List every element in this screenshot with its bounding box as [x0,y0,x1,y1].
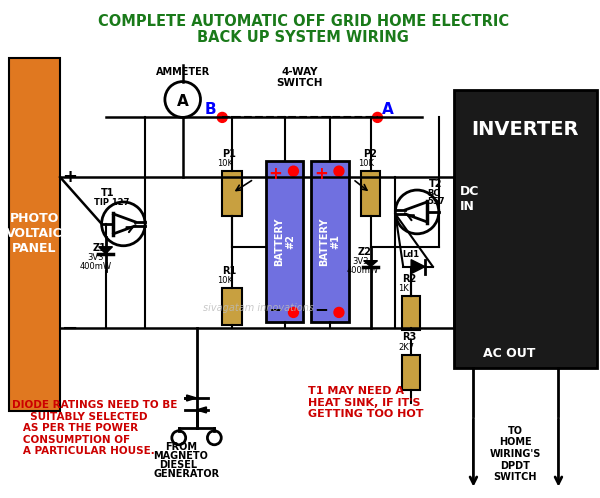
Bar [402,355,420,390]
Text: +: + [62,168,77,186]
Text: P1: P1 [222,149,236,159]
Text: 3V3: 3V3 [88,252,104,261]
Text: +: + [269,165,283,183]
Text: TIP 127: TIP 127 [94,198,129,207]
Polygon shape [187,395,197,401]
Text: PHOTO
VOLTAIC
PANEL: PHOTO VOLTAIC PANEL [6,212,63,255]
Text: GENERATOR: GENERATOR [153,469,219,479]
Circle shape [334,307,344,317]
Text: AMMETER: AMMETER [155,67,210,77]
Text: 4-WAY
SWITCH: 4-WAY SWITCH [276,67,323,89]
Text: T1 MAY NEED A
HEAT SINK, IF IT'S
GETTING TOO HOT: T1 MAY NEED A HEAT SINK, IF IT'S GETTING… [308,386,424,419]
Text: Z2: Z2 [358,247,371,256]
Bar [8,58,60,411]
Text: B: B [205,102,216,117]
Text: FROM: FROM [165,442,197,452]
Text: DIESEL: DIESEL [159,460,197,470]
Polygon shape [364,260,377,266]
Text: 400mW: 400mW [80,261,112,270]
Text: Ld1: Ld1 [402,249,419,258]
Bar [454,90,597,368]
Text: 10K: 10K [358,159,374,168]
Text: Z1: Z1 [93,243,107,252]
Circle shape [334,166,344,176]
Text: BATTERY
#2: BATTERY #2 [274,218,295,266]
Text: AC OUT: AC OUT [483,347,535,360]
Text: −: − [269,300,283,318]
Text: A: A [382,102,393,117]
Text: 557: 557 [427,197,445,206]
Circle shape [373,113,382,123]
Bar [266,161,304,322]
Bar [361,171,380,216]
Text: BACK UP SYSTEM WIRING: BACK UP SYSTEM WIRING [197,30,409,45]
Polygon shape [98,247,112,253]
Text: BATTERY
#1: BATTERY #1 [319,218,341,266]
Text: +: + [314,165,328,183]
Text: R3: R3 [402,332,416,342]
Text: BC: BC [427,189,439,198]
Text: MAGNETO: MAGNETO [153,451,208,461]
Text: TO
HOME
WIRING'S
DPDT
SWITCH: TO HOME WIRING'S DPDT SWITCH [489,426,541,482]
Polygon shape [197,407,206,413]
Text: T1: T1 [101,188,114,198]
Text: R2: R2 [402,273,416,283]
Text: 10K: 10K [217,275,233,284]
Text: INVERTER: INVERTER [471,120,578,139]
Bar [222,287,242,325]
Text: A: A [177,94,188,109]
Text: T2: T2 [429,179,442,189]
Text: 400mW: 400mW [347,265,379,274]
Polygon shape [411,259,425,273]
Text: COMPLETE AUTOMATIC OFF GRID HOME ELECTRIC: COMPLETE AUTOMATIC OFF GRID HOME ELECTRI… [98,14,509,29]
Text: 1K: 1K [398,283,409,292]
Circle shape [217,113,227,123]
Bar [311,161,349,322]
Text: P2: P2 [362,149,377,159]
Text: DC
IN: DC IN [460,185,479,213]
Bar [402,295,420,330]
Text: sivagatam innovations: sivagatam innovations [203,303,314,313]
Text: 3V3: 3V3 [353,256,369,265]
Text: −: − [314,300,328,318]
Bar [222,171,242,216]
Text: 10K: 10K [217,159,233,168]
Circle shape [289,307,298,317]
Text: 2K7: 2K7 [398,343,415,352]
Text: DIODE RATINGS NEED TO BE
     SUITABLY SELECTED
   AS PER THE POWER
   CONSUMPTI: DIODE RATINGS NEED TO BE SUITABLY SELECT… [11,400,177,456]
Text: R1: R1 [222,265,236,275]
Text: −: − [62,319,79,338]
Circle shape [289,166,298,176]
